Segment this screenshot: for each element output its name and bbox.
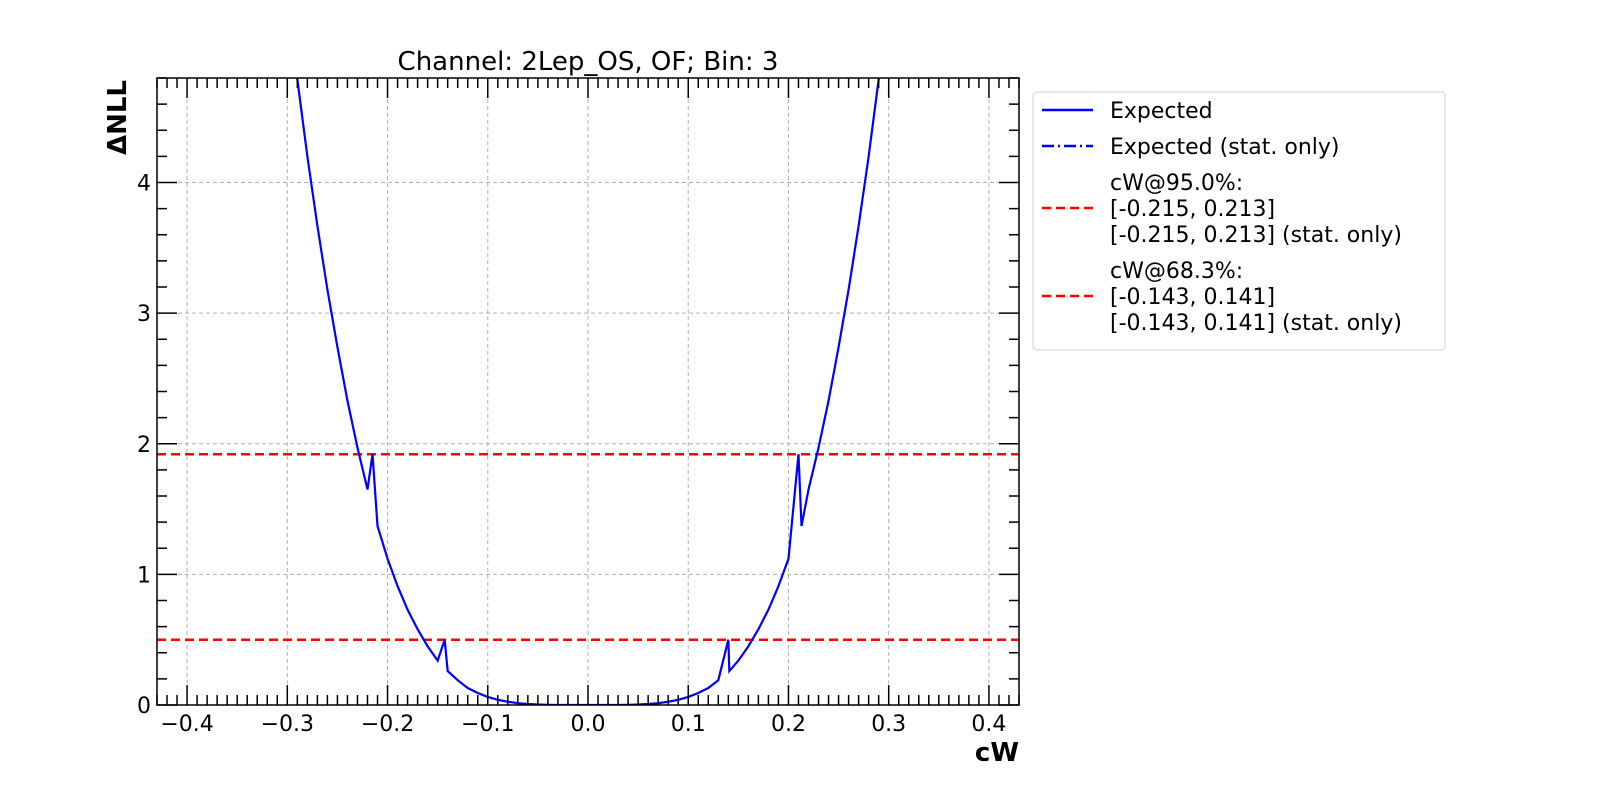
x-tick-label: −0.1 <box>461 712 514 737</box>
legend-label: [-0.143, 0.141] (stat. only) <box>1110 311 1402 336</box>
y-tick-label: 1 <box>137 563 151 588</box>
legend-label: [-0.143, 0.141] <box>1110 285 1275 310</box>
x-tick-label: 0.2 <box>771 712 806 737</box>
x-tick-label: 0.4 <box>971 712 1006 737</box>
legend-label: cW@68.3%: <box>1110 259 1243 284</box>
y-axis-label: ΔNLL <box>103 80 133 155</box>
x-tick-label: 0.3 <box>871 712 906 737</box>
series-layer <box>296 78 880 705</box>
x-axis-label: cW <box>975 738 1019 768</box>
x-tick-label: 0.0 <box>571 712 606 737</box>
legend-label: Expected (stat. only) <box>1110 135 1340 160</box>
chart-title: Channel: 2Lep_OS, OF; Bin: 3 <box>398 47 779 77</box>
legend-label: Expected <box>1110 99 1213 124</box>
grid-layer <box>157 78 1019 706</box>
legend-label: [-0.215, 0.213] (stat. only) <box>1110 223 1402 248</box>
legend-label: [-0.215, 0.213] <box>1110 197 1275 222</box>
series-line <box>296 78 880 705</box>
y-tick-label: 4 <box>137 172 151 197</box>
x-tick-label: −0.3 <box>261 712 314 737</box>
y-tick-label: 0 <box>137 694 151 719</box>
threshold-lines <box>157 452 1019 641</box>
axes-layer: −0.4 −0.3 −0.2 −0.1 0.0 0.1 0.2 0.3 0.4 0 1 2 3 4 <box>137 77 1020 737</box>
y-tick-label: 3 <box>137 302 151 327</box>
x-tick-label: 0.1 <box>671 712 706 737</box>
legend-box <box>1032 91 1446 351</box>
x-tick-label: −0.4 <box>160 712 213 737</box>
legend-label: cW@95.0%: <box>1110 171 1243 196</box>
x-tick-label: −0.2 <box>361 712 414 737</box>
y-tick-label: 2 <box>137 433 151 458</box>
